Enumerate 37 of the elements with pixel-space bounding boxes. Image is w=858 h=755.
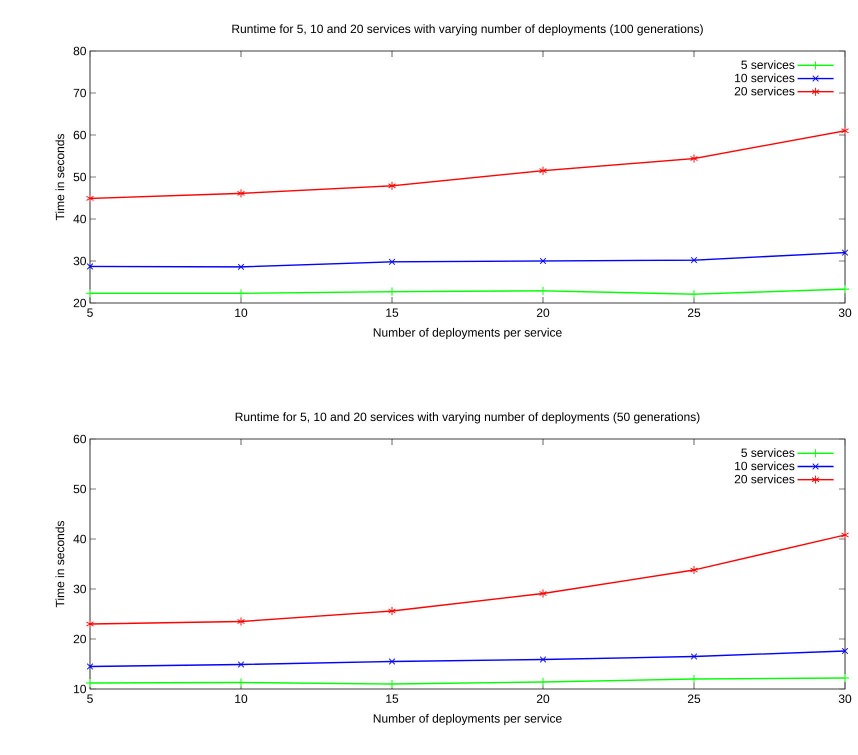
y-axis-title: Time in seconds: [55, 520, 64, 608]
x-tick-label: 5: [87, 308, 93, 317]
y-tick-label: 80: [74, 46, 86, 56]
y-tick-label: 60: [74, 130, 86, 140]
y-tick-label: 20: [74, 298, 86, 308]
x-tick-label: 30: [838, 694, 852, 704]
y-axis-title: Time in seconds: [55, 134, 64, 220]
x-tick-label: 10: [235, 694, 248, 704]
y-tick-label: 20: [74, 634, 86, 644]
legend-label: 5 services: [741, 448, 794, 457]
x-axis-title: Number of deployments per service: [374, 328, 562, 340]
x-tick-label: 25: [688, 308, 700, 318]
y-tick-label: 50: [74, 172, 86, 182]
x-tick-label: 15: [386, 694, 398, 703]
y-tick-label: 70: [74, 88, 86, 98]
x-tick-label: 25: [688, 694, 700, 704]
chart-title: Runtime for 5, 10 and 20 services with varying number of deployments (50 generations): [236, 412, 700, 424]
x-axis-title: Number of deployments per service: [374, 714, 562, 726]
y-tick-label: 30: [74, 584, 86, 594]
x-tick-label: 15: [386, 308, 398, 317]
legend-label: 10 services: [735, 73, 794, 82]
y-tick-label: 30: [74, 256, 86, 266]
legend-label: 20 services: [734, 86, 794, 96]
y-tick-label: 60: [74, 434, 86, 444]
x-tick-label: 10: [235, 308, 248, 318]
y-tick-label: 50: [74, 484, 86, 494]
y-tick-label: 10: [74, 684, 86, 694]
x-tick-label: 30: [838, 308, 852, 318]
y-tick-label: 40: [73, 214, 86, 224]
legend-label: 5 services: [741, 60, 794, 70]
x-tick-label: 20: [536, 694, 550, 704]
x-tick-label: 20: [536, 308, 550, 318]
chart-title: Runtime for 5, 10 and 20 services with varying number of deployments (100 generations): [232, 24, 703, 36]
legend-label: 20 services: [734, 474, 794, 484]
y-tick-label: 40: [73, 534, 86, 544]
legend-label: 10 services: [735, 461, 794, 470]
x-tick-label: 5: [87, 694, 93, 703]
